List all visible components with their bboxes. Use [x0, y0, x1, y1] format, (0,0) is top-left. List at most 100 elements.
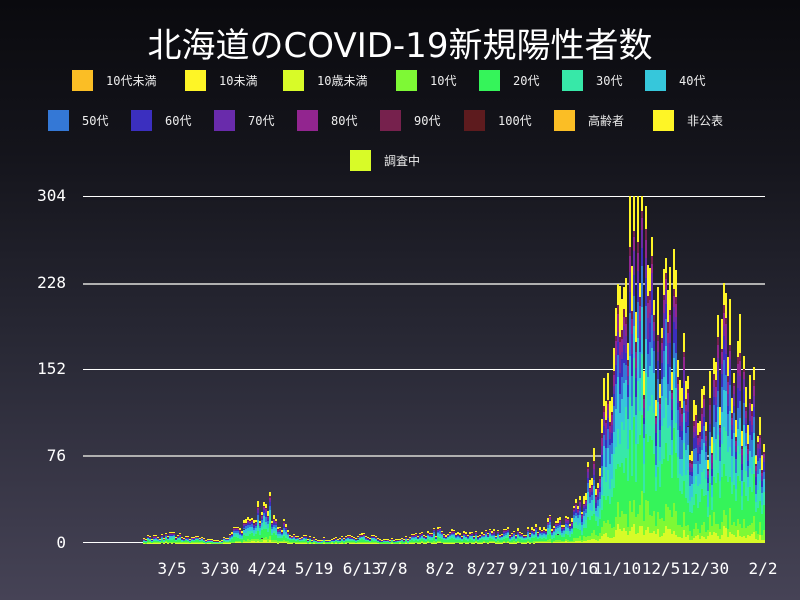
bar-segment	[559, 527, 561, 532]
bar-segment	[437, 527, 439, 529]
bar-segment	[147, 536, 149, 538]
bar-segment	[489, 542, 491, 543]
bar	[507, 527, 509, 543]
bar-segment	[623, 527, 625, 543]
bar-segment	[461, 535, 463, 537]
bar-segment	[511, 536, 513, 538]
bar-segment	[165, 542, 167, 543]
bar-segment	[709, 397, 711, 405]
bar-segment	[605, 423, 607, 429]
bar-segment	[243, 539, 245, 542]
bar-segment	[485, 533, 487, 535]
bar-segment	[583, 540, 585, 543]
bar-segment	[535, 526, 537, 528]
bar-segment	[701, 472, 703, 489]
bar-segment	[719, 447, 721, 461]
bar-segment	[291, 537, 293, 539]
bar-segment	[279, 537, 281, 541]
bar-segment	[547, 522, 549, 524]
bar-segment	[597, 516, 599, 527]
bar-segment	[345, 536, 347, 537]
bar-segment	[309, 535, 311, 537]
bar-segment	[747, 500, 749, 527]
bar-segment	[269, 523, 271, 536]
bar	[415, 532, 417, 543]
bar-segment	[669, 529, 671, 543]
bar-segment	[289, 541, 291, 543]
bar	[681, 387, 683, 543]
bar-segment	[389, 542, 391, 543]
bar	[213, 540, 215, 543]
bar-segment	[433, 531, 435, 534]
bar-segment	[563, 541, 565, 543]
bar-segment	[501, 537, 503, 539]
bar-segment	[761, 504, 763, 514]
bar	[305, 535, 307, 543]
bar-segment	[537, 536, 539, 538]
bar-segment	[587, 472, 589, 478]
bar-segment	[457, 541, 459, 543]
bar	[237, 527, 239, 543]
bar	[623, 286, 625, 543]
gridline	[83, 455, 765, 457]
bar-segment	[275, 519, 277, 522]
bar-segment	[685, 432, 687, 450]
bar-segment	[527, 541, 529, 543]
bar-segment	[489, 531, 491, 533]
bar-segment	[483, 541, 485, 543]
bar-segment	[285, 527, 287, 529]
bar	[291, 535, 293, 543]
bar-segment	[429, 536, 431, 538]
bar-segment	[353, 536, 355, 538]
bar	[597, 483, 599, 543]
bar-segment	[237, 531, 239, 533]
bar-segment	[539, 540, 541, 543]
bar-segment	[299, 540, 301, 542]
bar-segment	[755, 538, 757, 543]
bar-segment	[629, 531, 631, 543]
bar-segment	[663, 521, 665, 534]
bar-segment	[695, 420, 697, 429]
bar-segment	[609, 488, 611, 504]
bar-segment	[491, 541, 493, 543]
bar	[259, 521, 261, 543]
bar-segment	[251, 523, 253, 527]
bar-segment	[427, 538, 429, 542]
bar-segment	[705, 452, 707, 461]
bar-segment	[565, 518, 567, 521]
bar-segment	[631, 311, 633, 319]
bar-segment	[563, 533, 565, 537]
bar-segment	[695, 476, 697, 494]
bar-segment	[281, 541, 283, 543]
bar-segment	[683, 400, 685, 414]
legend-swatch	[396, 69, 417, 91]
bar	[455, 533, 457, 543]
bar-segment	[669, 309, 671, 315]
bar-segment	[619, 443, 621, 468]
bar-segment	[227, 540, 229, 541]
bar-segment	[667, 322, 669, 334]
bar-segment	[305, 542, 307, 543]
bar-segment	[643, 534, 645, 543]
bar-segment	[369, 540, 371, 541]
bar	[215, 540, 217, 543]
bar	[595, 489, 597, 543]
bar-segment	[549, 520, 551, 522]
bar-segment	[711, 462, 713, 469]
bar-segment	[281, 532, 283, 534]
bar-segment	[505, 541, 507, 543]
bar-segment	[415, 541, 417, 543]
bar-segment	[305, 536, 307, 538]
bar	[555, 521, 557, 543]
bar-segment	[153, 537, 155, 538]
bar-segment	[275, 539, 277, 542]
bar-segment	[687, 393, 689, 400]
bar-segment	[453, 533, 455, 535]
bar-segment	[229, 533, 231, 535]
bar-segment	[409, 541, 411, 543]
bar-segment	[259, 526, 261, 529]
bar-segment	[695, 535, 697, 543]
bar-segment	[707, 474, 709, 479]
bar-segment	[239, 537, 241, 540]
bar-segment	[369, 538, 371, 539]
